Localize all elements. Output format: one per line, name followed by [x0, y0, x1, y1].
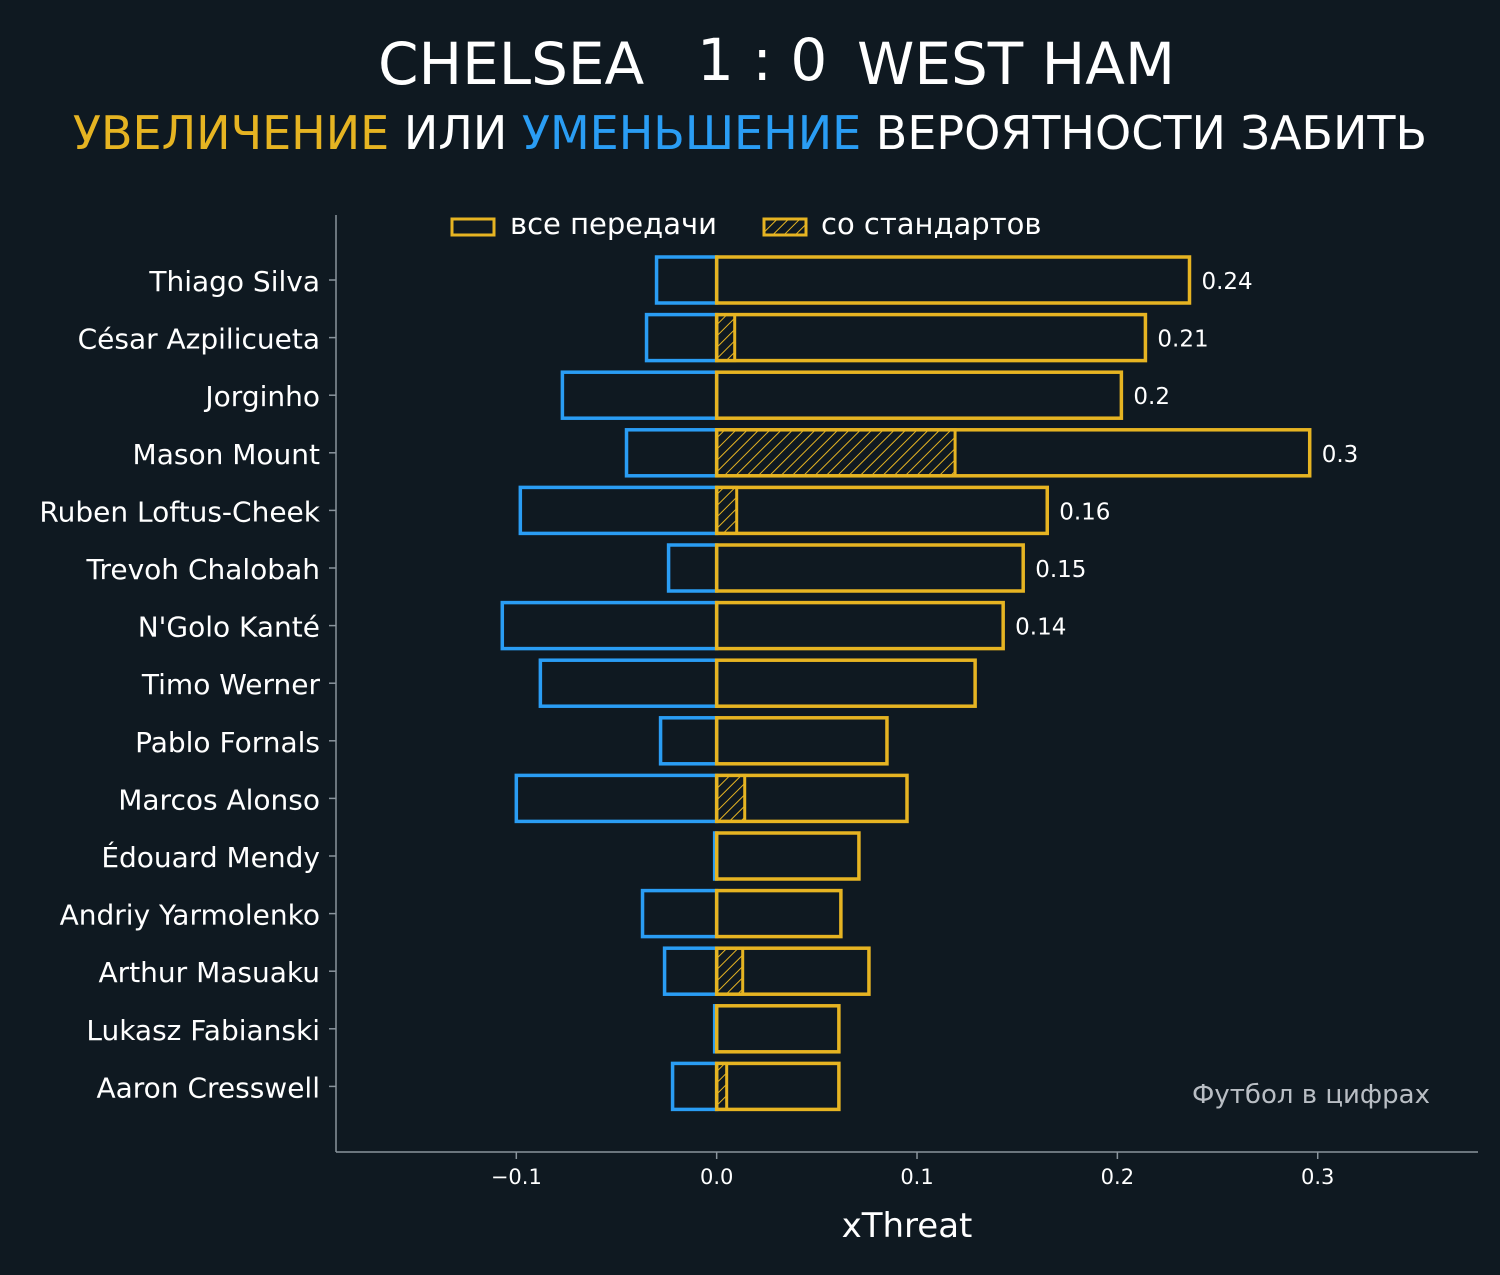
bar-decrease	[624, 428, 719, 478]
bar-increase	[714, 543, 1025, 593]
chart-subtitle: УВЕЛИЧЕНИЕ ИЛИ УМЕНЬШЕНИЕ ВЕРОЯТНОСТИ ЗА…	[0, 106, 1500, 160]
bar-setpiece	[715, 485, 739, 535]
bar-increase	[714, 428, 1312, 478]
bar-increase	[714, 658, 977, 708]
y-tick-label: N'Golo Kanté	[138, 611, 320, 644]
y-tick-label: Ruben Loftus-Cheek	[39, 495, 320, 528]
y-tick-label: Marcos Alonso	[118, 783, 320, 816]
y-tick-label: Édouard Mendy	[101, 840, 320, 874]
bar-increase	[714, 946, 871, 996]
bar-increase	[714, 255, 1192, 305]
y-tick-label: Lukasz Fabianski	[86, 1014, 320, 1047]
bar-increase	[714, 370, 1124, 420]
bar-decrease	[670, 1061, 719, 1112]
bar-decrease	[500, 600, 719, 651]
subtitle-or: ИЛИ	[403, 106, 508, 160]
legend-label-all: все передачи	[510, 207, 717, 241]
subtitle-increase: УВЕЛИЧЕНИЕ	[72, 106, 390, 160]
watermark: Футбол в цифрах	[1192, 1080, 1430, 1110]
bar-decrease	[654, 255, 719, 305]
y-tick-label: César Azpilicueta	[78, 323, 320, 356]
team-home: CHELSEA	[378, 30, 645, 98]
bar-increase	[714, 773, 909, 824]
bar-increase	[714, 1004, 841, 1054]
bar-setpiece	[715, 773, 747, 823]
data-label: 0.14	[1015, 615, 1066, 641]
subtitle-rest: ВЕРОЯТНОСТИ ЗАБИТЬ	[875, 106, 1428, 160]
data-label: 0.15	[1035, 557, 1086, 583]
data-label: 0.21	[1157, 327, 1208, 353]
bar-decrease	[640, 888, 719, 939]
bar-increase	[714, 312, 1148, 363]
y-tick-label: Pablo Fornals	[135, 726, 320, 759]
bar-decrease	[644, 312, 719, 363]
legend-swatch-outline	[450, 217, 496, 237]
bar-decrease	[538, 658, 719, 708]
x-tick-label: −0.1	[491, 1165, 542, 1189]
data-label: 0.3	[1322, 442, 1359, 468]
legend-label-setpiece: со стандартов	[821, 207, 1041, 241]
y-tick-label: Andriy Yarmolenko	[60, 899, 320, 932]
x-tick-label: 0.0	[700, 1165, 733, 1189]
y-tick-label: Mason Mount	[133, 438, 320, 471]
bar-increase	[714, 831, 861, 881]
bar-increase	[714, 1061, 841, 1112]
data-label: 0.24	[1201, 269, 1252, 295]
bar-increase	[714, 888, 843, 939]
bar-decrease	[658, 716, 719, 766]
x-tick-label: 0.1	[900, 1165, 933, 1189]
bar-setpiece	[715, 428, 957, 478]
y-tick-label: Timo Werner	[141, 668, 321, 701]
bar-decrease	[666, 543, 719, 593]
bar-decrease	[514, 773, 719, 824]
x-axis-label: xThreat	[842, 1206, 973, 1246]
bar-increase	[714, 485, 1049, 536]
data-label: 0.16	[1059, 499, 1110, 525]
bar-increase	[714, 716, 889, 766]
x-tick-label: 0.3	[1301, 1165, 1334, 1189]
y-tick-label: Trevoh Chalobah	[85, 553, 320, 586]
score: 1 : 0	[697, 26, 828, 94]
y-tick-label: Thiago Silva	[148, 265, 320, 298]
bar-decrease	[518, 485, 719, 536]
x-tick-label: 0.2	[1101, 1165, 1134, 1189]
chart-title: CHELSEA 1 : 0 WEST HAM	[0, 26, 1500, 100]
bar-decrease	[662, 946, 719, 996]
bar-decrease	[560, 370, 719, 420]
subtitle-decrease: УМЕНЬШЕНИЕ	[521, 106, 862, 160]
team-away: WEST HAM	[857, 30, 1176, 98]
y-tick-label: Jorginho	[203, 380, 320, 413]
legend-swatch-hatched	[762, 217, 808, 237]
y-tick-label: Arthur Masuaku	[99, 956, 320, 989]
data-label: 0.2	[1133, 384, 1170, 410]
y-tick-label: Aaron Cresswell	[96, 1071, 320, 1104]
bar-setpiece	[715, 946, 745, 996]
bar-setpiece	[715, 313, 737, 363]
bar-increase	[714, 600, 1005, 651]
